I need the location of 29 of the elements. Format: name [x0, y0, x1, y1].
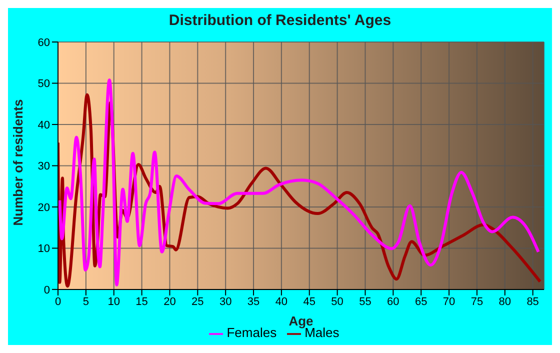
x-tick-label: 20 — [164, 296, 176, 308]
x-tick-label: 15 — [136, 296, 148, 308]
y-tick-label: 30 — [38, 160, 50, 173]
x-tick-label: 75 — [470, 296, 484, 308]
x-axis-title: Age — [288, 313, 314, 328]
y-tick-label: 40 — [38, 119, 50, 132]
x-tick-label: 0 — [54, 296, 62, 308]
x-tick-label: 35 — [247, 296, 260, 308]
x-tick-label: 70 — [442, 296, 456, 308]
x-tick-label: 45 — [303, 296, 316, 308]
y-axis-title: Number of residents — [10, 99, 26, 226]
y-tick-label: 50 — [38, 78, 50, 90]
x-tick-label: 80 — [498, 296, 512, 308]
y-tick-label: 20 — [38, 202, 50, 214]
x-tick-label: 65 — [414, 296, 428, 308]
x-tick-label: 50 — [331, 296, 344, 308]
x-tick-label: 60 — [387, 296, 400, 308]
x-tick-label: 10 — [108, 296, 120, 308]
y-tick-label: 60 — [38, 36, 50, 49]
x-tick-label: 55 — [359, 296, 372, 308]
x-tick-label: 40 — [275, 296, 288, 308]
y-tick-label: 0 — [44, 284, 50, 296]
chart-title: Distribution of Residents' Ages — [168, 11, 392, 31]
x-tick-label: 25 — [192, 296, 204, 308]
legend-label: Females — [226, 325, 277, 340]
y-tick-label: 10 — [38, 243, 50, 256]
x-tick-label: 30 — [219, 296, 232, 308]
x-tick-label: 5 — [82, 296, 89, 308]
x-tick-label: 85 — [526, 296, 539, 308]
